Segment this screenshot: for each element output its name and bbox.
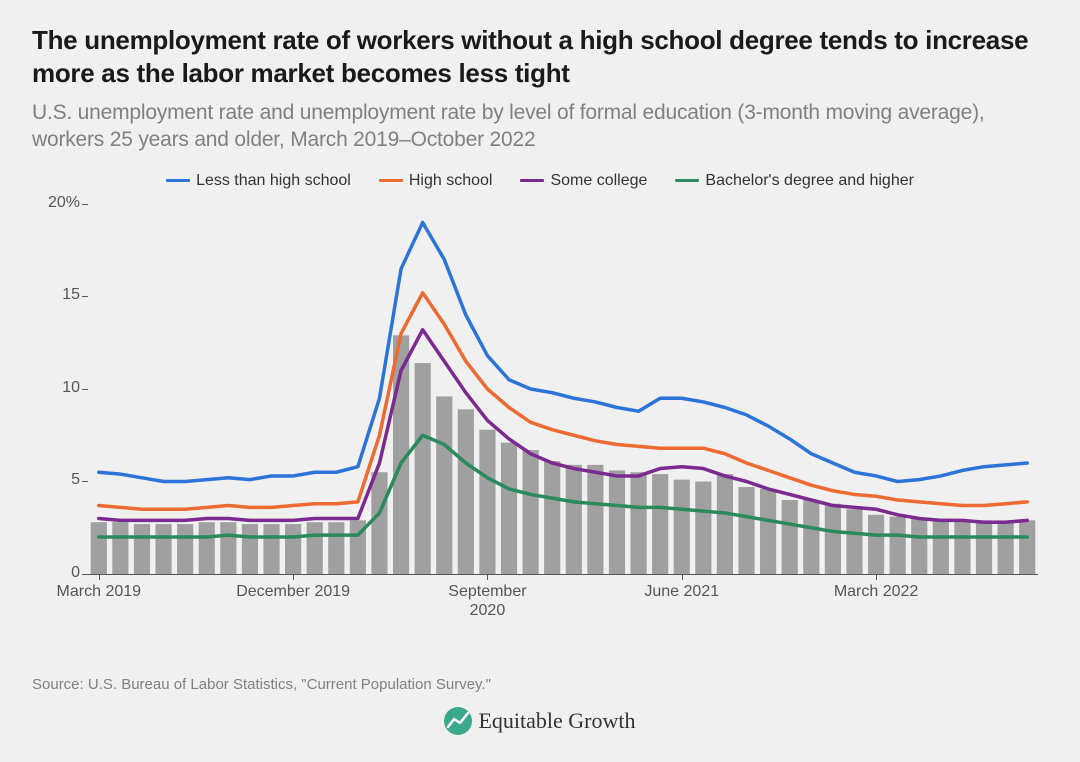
legend-label: Some college xyxy=(550,172,647,190)
bar xyxy=(890,516,906,573)
x-axis-tick xyxy=(293,574,294,580)
bar xyxy=(371,472,387,574)
bar xyxy=(695,481,711,574)
y-axis-tick xyxy=(82,204,88,205)
bar xyxy=(760,488,776,573)
line-some-college xyxy=(99,329,1027,521)
chart-title: The unemployment rate of workers without… xyxy=(32,24,1048,89)
bar xyxy=(717,474,733,574)
x-axis-label: December 2019 xyxy=(213,582,373,601)
bar xyxy=(911,518,927,574)
y-axis-label: 10 xyxy=(32,379,80,397)
bar xyxy=(415,363,431,574)
footer-brand-text: Equitable Growth xyxy=(478,708,635,734)
bar xyxy=(998,520,1014,574)
bar xyxy=(501,442,517,573)
bar xyxy=(566,464,582,573)
bar xyxy=(242,524,258,574)
legend-item: Some college xyxy=(520,172,647,190)
bar xyxy=(652,474,668,574)
y-axis-tick xyxy=(82,481,88,482)
legend-item: High school xyxy=(379,172,493,190)
legend-label: Less than high school xyxy=(196,172,351,190)
bar xyxy=(954,520,970,574)
bar xyxy=(630,472,646,574)
line-bachelors xyxy=(99,435,1027,537)
bar xyxy=(544,461,560,574)
x-axis-label: September2020 xyxy=(407,582,567,620)
bar xyxy=(199,522,215,574)
legend-label: High school xyxy=(409,172,493,190)
bar xyxy=(479,429,495,573)
bar xyxy=(846,509,862,574)
bar xyxy=(609,470,625,574)
bar xyxy=(523,450,539,574)
line-less-than-hs xyxy=(99,222,1027,481)
bar xyxy=(587,464,603,573)
y-axis-tick xyxy=(82,389,88,390)
x-axis-label: March 2019 xyxy=(19,582,179,601)
x-axis-tick xyxy=(876,574,877,580)
bar xyxy=(803,500,819,574)
y-axis-tick xyxy=(82,574,88,575)
legend: Less than high school High school Some col… xyxy=(32,172,1048,190)
x-axis-label: March 2022 xyxy=(796,582,956,601)
bar xyxy=(134,524,150,574)
legend-swatch xyxy=(166,179,190,182)
bar xyxy=(220,522,236,574)
bar xyxy=(112,522,128,574)
x-axis-line xyxy=(88,574,1038,575)
footer-logo: Equitable Growth xyxy=(32,707,1048,735)
legend-swatch xyxy=(520,179,544,182)
legend-label: Bachelor's degree and higher xyxy=(705,172,914,190)
bar xyxy=(177,524,193,574)
bar xyxy=(976,520,992,574)
y-axis-label: 5 xyxy=(32,471,80,489)
legend-item: Less than high school xyxy=(166,172,351,190)
y-axis-label: 0 xyxy=(32,564,80,582)
y-axis-label: 20% xyxy=(32,194,80,212)
x-axis-label: June 2021 xyxy=(602,582,762,601)
bar xyxy=(1019,520,1035,574)
chart-subtitle: U.S. unemployment rate and unemployment … xyxy=(32,99,1048,154)
bar xyxy=(263,524,279,574)
x-axis-tick xyxy=(487,574,488,580)
bar xyxy=(933,518,949,574)
bar xyxy=(285,524,301,574)
bar xyxy=(436,396,452,574)
bar xyxy=(825,503,841,573)
source-text: Source: U.S. Bureau of Labor Statistics,… xyxy=(32,676,1048,693)
legend-swatch xyxy=(379,179,403,182)
bar xyxy=(458,409,474,574)
bar xyxy=(868,514,884,573)
bar xyxy=(674,479,690,573)
bar xyxy=(307,522,323,574)
bar xyxy=(155,524,171,574)
x-axis-tick xyxy=(682,574,683,580)
chart-area: 05101520%March 2019December 2019Septembe… xyxy=(32,196,1048,626)
legend-item: Bachelor's degree and higher xyxy=(675,172,914,190)
bar xyxy=(782,500,798,574)
bar xyxy=(738,487,754,574)
line-high-school xyxy=(99,292,1027,508)
legend-swatch xyxy=(675,179,699,182)
bar xyxy=(91,522,107,574)
plot-svg xyxy=(88,204,1038,574)
y-axis-label: 15 xyxy=(32,286,80,304)
bar xyxy=(328,522,344,574)
plot-region xyxy=(88,204,1038,574)
x-axis-tick xyxy=(99,574,100,580)
y-axis-tick xyxy=(82,296,88,297)
equitable-growth-icon xyxy=(444,707,472,735)
